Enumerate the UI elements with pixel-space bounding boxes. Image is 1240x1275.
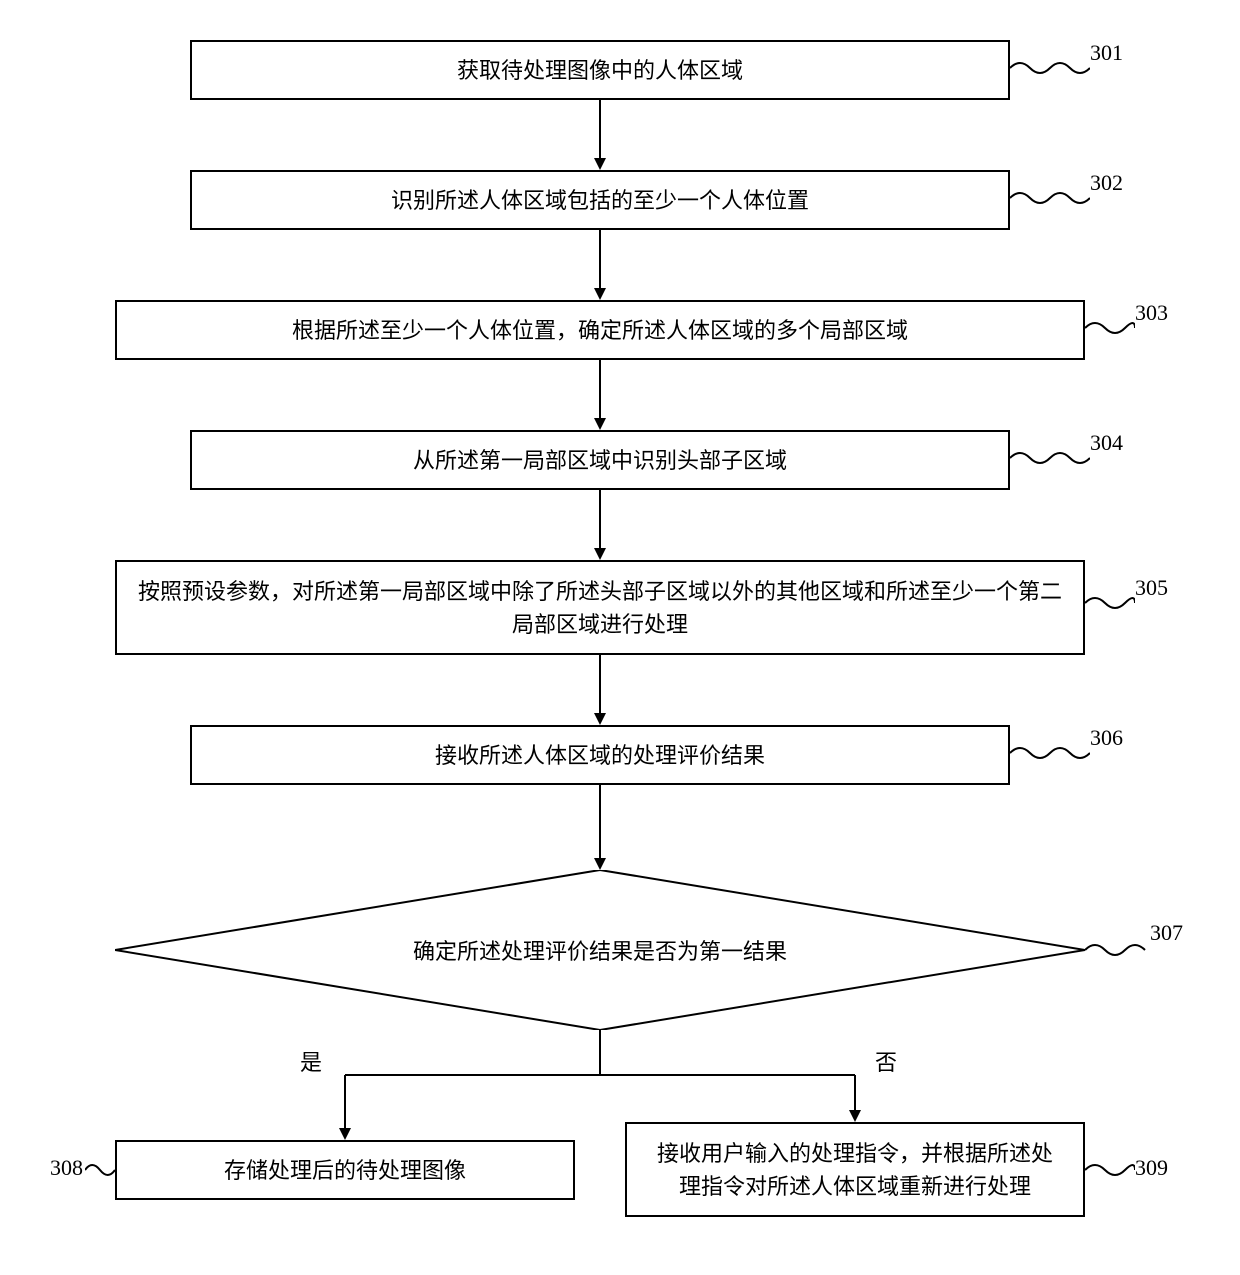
branch-label-yes: 是 — [300, 1045, 322, 1077]
decision-step-307: 确定所述处理评价结果是否为第一结果 — [115, 870, 1085, 1030]
arrow-304-305 — [590, 490, 610, 560]
branch-label-no: 否 — [875, 1045, 897, 1077]
process-step-304: 从所述第一局部区域中识别头部子区域 — [190, 430, 1010, 490]
decision-text-container: 确定所述处理评价结果是否为第一结果 — [115, 870, 1085, 1030]
squiggle-304 — [1010, 448, 1090, 468]
arrow-306-307 — [590, 785, 610, 870]
ref-label-307: 307 — [1150, 920, 1183, 946]
arrow-305-306 — [590, 655, 610, 725]
process-step-303: 根据所述至少一个人体位置，确定所述人体区域的多个局部区域 — [115, 300, 1085, 360]
ref-label-303: 303 — [1135, 300, 1168, 326]
step-text: 确定所述处理评价结果是否为第一结果 — [413, 934, 787, 966]
step-text: 获取待处理图像中的人体区域 — [457, 54, 743, 87]
ref-label-308: 308 — [50, 1155, 83, 1181]
squiggle-301 — [1010, 58, 1090, 78]
ref-label-309: 309 — [1135, 1155, 1168, 1181]
process-step-308: 存储处理后的待处理图像 — [115, 1140, 575, 1200]
step-text: 按照预设参数，对所述第一局部区域中除了所述头部子区域以外的其他区域和所述至少一个… — [137, 575, 1063, 641]
arrow-303-304 — [590, 360, 610, 430]
ref-label-302: 302 — [1090, 170, 1123, 196]
step-text: 根据所述至少一个人体位置，确定所述人体区域的多个局部区域 — [292, 314, 908, 347]
ref-label-301: 301 — [1090, 40, 1123, 66]
ref-label-305: 305 — [1135, 575, 1168, 601]
process-step-306: 接收所述人体区域的处理评价结果 — [190, 725, 1010, 785]
squiggle-303 — [1085, 318, 1135, 338]
squiggle-309 — [1085, 1160, 1135, 1180]
arrow-302-303 — [590, 230, 610, 300]
squiggle-305 — [1085, 593, 1135, 613]
ref-label-304: 304 — [1090, 430, 1123, 456]
step-text: 识别所述人体区域包括的至少一个人体位置 — [391, 184, 809, 217]
step-text: 接收用户输入的处理指令，并根据所述处理指令对所述人体区域重新进行处理 — [647, 1137, 1063, 1203]
step-text: 从所述第一局部区域中识别头部子区域 — [413, 444, 787, 477]
process-step-305: 按照预设参数，对所述第一局部区域中除了所述头部子区域以外的其他区域和所述至少一个… — [115, 560, 1085, 655]
process-step-301: 获取待处理图像中的人体区域 — [190, 40, 1010, 100]
squiggle-302 — [1010, 188, 1090, 208]
squiggle-307 — [1085, 940, 1150, 960]
flowchart-container: 获取待处理图像中的人体区域 识别所述人体区域包括的至少一个人体位置 根据所述至少… — [0, 0, 1240, 1275]
step-text: 接收所述人体区域的处理评价结果 — [435, 739, 765, 772]
squiggle-308 — [85, 1160, 115, 1180]
ref-label-306: 306 — [1090, 725, 1123, 751]
arrow-301-302 — [590, 100, 610, 170]
process-step-302: 识别所述人体区域包括的至少一个人体位置 — [190, 170, 1010, 230]
step-text: 存储处理后的待处理图像 — [224, 1154, 466, 1187]
arrow-307-branch — [280, 1030, 920, 1142]
squiggle-306 — [1010, 743, 1090, 763]
